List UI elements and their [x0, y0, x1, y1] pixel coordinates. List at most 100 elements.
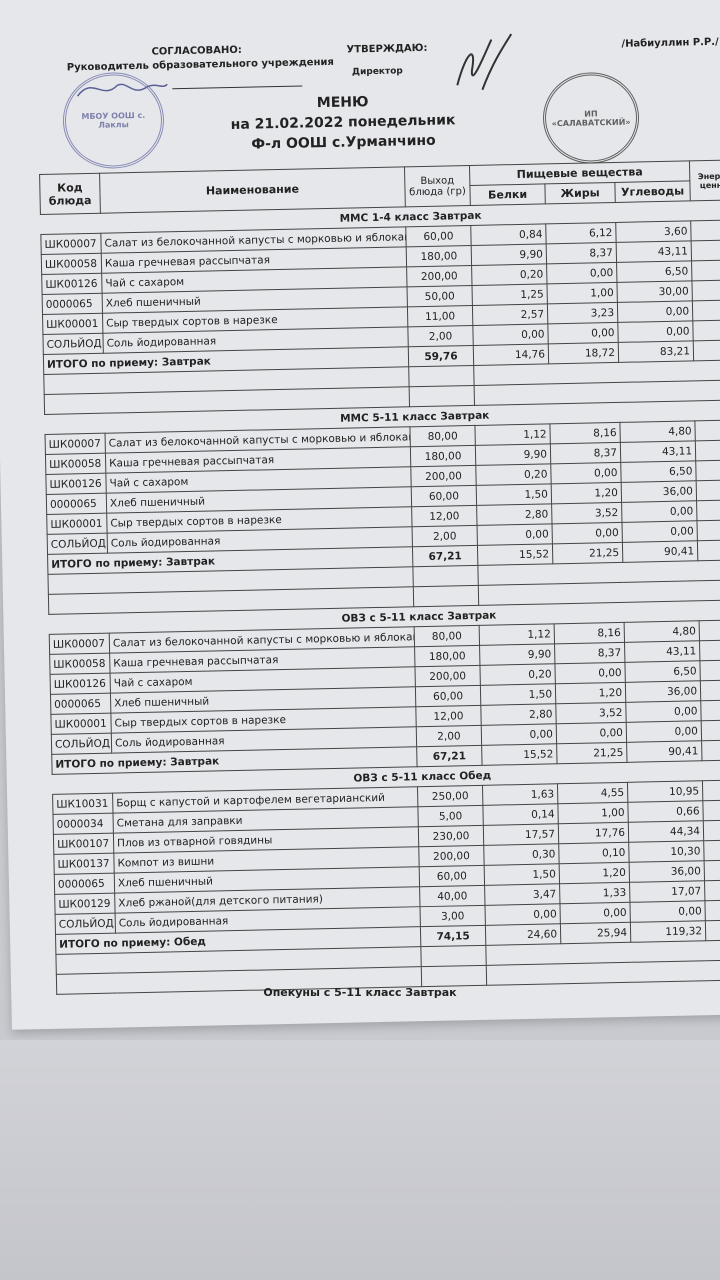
- fat: 8,37: [554, 642, 625, 664]
- fat: 3,52: [551, 502, 622, 524]
- dish-code: ШК00107: [53, 833, 114, 855]
- fat: 1,20: [551, 482, 622, 504]
- dish-output: 60,00: [411, 485, 477, 507]
- dish-code: ШК00007: [45, 433, 106, 455]
- dish-code: ШК00126: [50, 673, 111, 695]
- carbs: 0,00: [621, 500, 698, 523]
- dish-code: ШК00007: [49, 633, 110, 655]
- protein: 9,90: [479, 643, 555, 666]
- energy: [699, 658, 720, 681]
- dish-output: 180,00: [406, 245, 472, 267]
- fat: 4,55: [557, 782, 628, 804]
- energy: 2: [700, 678, 720, 701]
- empty-cell: [420, 945, 487, 967]
- background-surface: [0, 1040, 720, 1280]
- protein: 0,20: [479, 663, 556, 686]
- energy: 96,: [694, 418, 720, 441]
- fat: 0,00: [550, 462, 622, 484]
- carbs: 0,00: [629, 900, 706, 923]
- dish-output: 230,00: [418, 825, 484, 847]
- carbs: 43,11: [624, 640, 700, 663]
- dish-output: 12,00: [415, 705, 482, 727]
- protein: 0,30: [483, 843, 560, 866]
- dish-output: 2,00: [416, 725, 482, 747]
- total-energy: [705, 918, 720, 941]
- energy: 72,60: [690, 218, 720, 241]
- empty-cell: [413, 585, 479, 607]
- agreed-label: СОГЛАСОВАНО:: [151, 44, 242, 58]
- carbs: 0,00: [621, 520, 698, 543]
- dish-output: 5,00: [417, 805, 484, 827]
- dish-output: 60,00: [419, 865, 485, 887]
- fat: 8,37: [550, 442, 621, 464]
- protein: 1,50: [484, 863, 560, 886]
- energy: [704, 878, 720, 901]
- total-protein: 14,76: [473, 343, 549, 366]
- dish-output: 2,00: [412, 525, 478, 547]
- carbs: 4,80: [619, 420, 696, 443]
- stamp-left-text: МБОУ ООШ с. Лаклы: [81, 110, 146, 130]
- fat: 1,00: [546, 282, 618, 304]
- dish-code: ШК00001: [42, 313, 103, 335]
- energy: [703, 818, 720, 841]
- protein: 0,00: [481, 723, 557, 746]
- dish-code: ШК00137: [53, 853, 115, 875]
- dish-output: 180,00: [414, 645, 480, 667]
- col-protein: Белки: [469, 183, 546, 206]
- dish-code: СОЛЬЙОД: [47, 533, 108, 555]
- energy: [700, 698, 720, 721]
- protein: 1,63: [482, 783, 558, 806]
- dish-output: 11,00: [407, 305, 473, 327]
- fat: 0,10: [558, 842, 630, 864]
- dish-code: 0000065: [50, 693, 111, 715]
- dish-code: ШК00058: [49, 653, 111, 675]
- empty-cell: [408, 365, 475, 387]
- dish-output: 80,00: [409, 425, 476, 447]
- carbs: 43,11: [616, 240, 692, 263]
- energy: 27: [695, 458, 720, 481]
- dish-code: ШК00058: [45, 453, 106, 475]
- dish-code: СОЛЬЙОД: [51, 733, 112, 755]
- col-name: Наименование: [99, 166, 406, 214]
- total-protein: 15,52: [477, 543, 553, 566]
- col-code: Код блюда: [39, 173, 101, 215]
- total-fat: 18,72: [548, 342, 619, 364]
- protein: 1,12: [479, 623, 555, 646]
- energy: 286: [695, 438, 720, 461]
- col-fat: Жиры: [544, 182, 616, 204]
- dish-code: ШК00126: [45, 473, 107, 495]
- dish-code: 0000065: [46, 493, 107, 515]
- fat: 1,33: [559, 882, 630, 904]
- signature-line: [172, 85, 303, 90]
- fat: 1,20: [559, 862, 630, 884]
- protein: 1,50: [476, 483, 552, 506]
- protein: 2,80: [480, 703, 557, 726]
- protein: 17,57: [483, 823, 559, 846]
- dish-code: ШК00001: [50, 713, 112, 735]
- total-fat: 21,25: [552, 542, 623, 564]
- carbs: 0,00: [617, 320, 694, 343]
- menu-table: Код блюда Наименование Выход блюда (гр) …: [39, 158, 720, 995]
- dish-code: СОЛЬЙОД: [55, 913, 116, 935]
- total-energy: 604,6: [693, 338, 720, 361]
- fat: 0,00: [556, 722, 627, 744]
- dish-code: 0000065: [42, 293, 103, 315]
- protein: 0,84: [470, 223, 547, 246]
- total-carbs: 119,32: [630, 920, 706, 943]
- energy: [702, 798, 720, 821]
- col-output: Выход блюда (гр): [404, 165, 471, 207]
- fat: 0,00: [552, 522, 623, 544]
- carbs: 0,66: [627, 800, 704, 823]
- dish-output: 12,00: [411, 505, 478, 527]
- total-fat: 21,25: [556, 742, 628, 764]
- carbs: 30,00: [616, 280, 693, 303]
- energy: [704, 858, 720, 881]
- next-section-title: Опекуны с 5-11 класс Завтрак: [263, 986, 457, 999]
- protein: 0,00: [484, 903, 561, 926]
- fat: 0,00: [554, 662, 626, 684]
- approve-label: УТВЕРЖДАЮ:: [346, 42, 428, 56]
- energy: [704, 898, 720, 921]
- energy: 180,0: [691, 278, 720, 301]
- fat: 8,16: [554, 622, 625, 644]
- dish-output: 200,00: [406, 265, 473, 287]
